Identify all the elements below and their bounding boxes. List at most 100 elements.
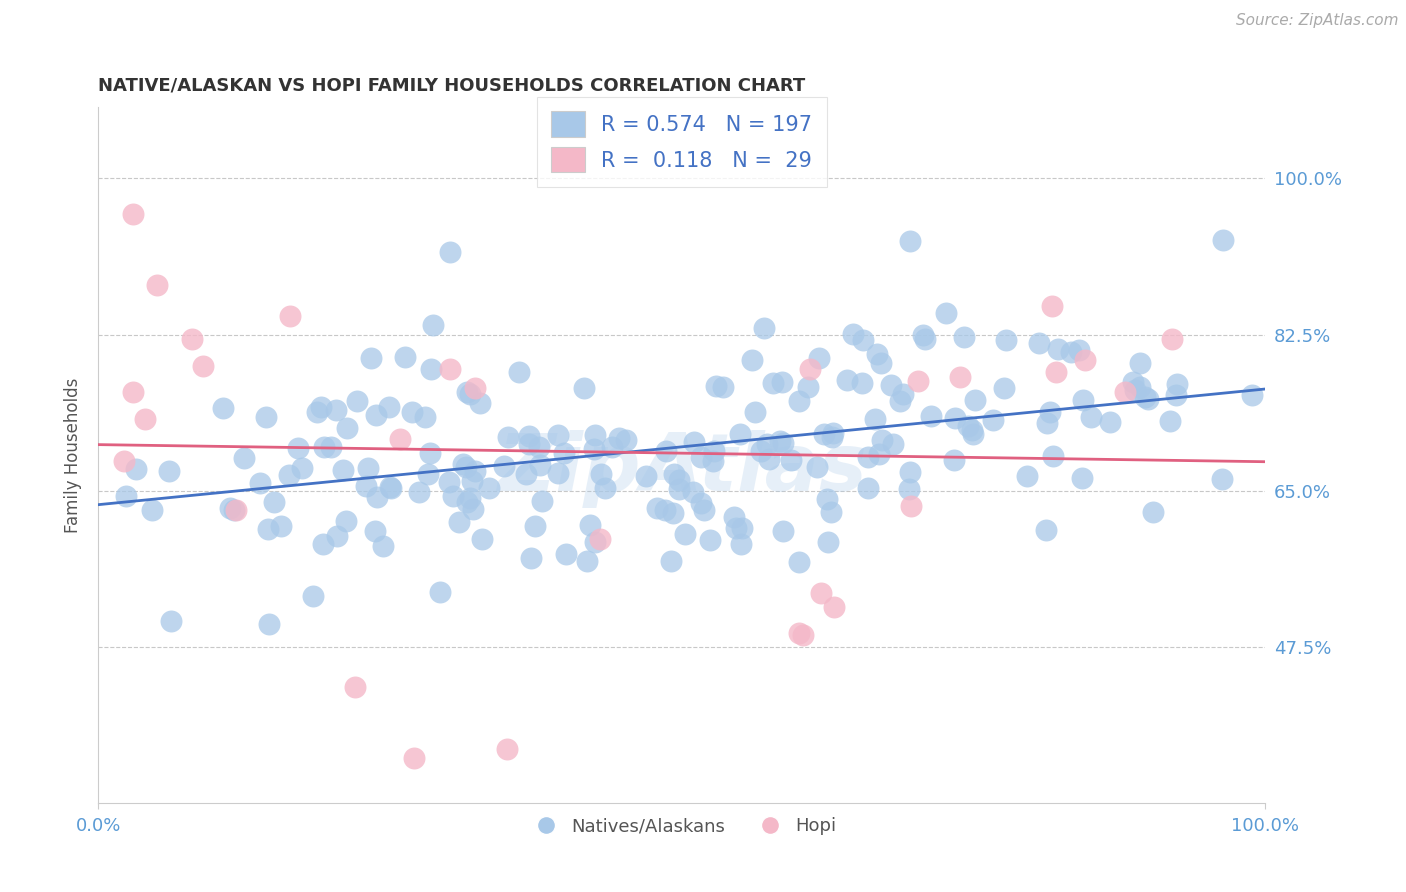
Point <box>995 333 1018 347</box>
Point <box>799 362 821 376</box>
Point <box>1122 376 1144 390</box>
Point <box>772 436 794 450</box>
Point <box>1074 353 1097 368</box>
Point <box>222 503 245 517</box>
Point <box>1098 415 1121 429</box>
Point <box>711 380 734 394</box>
Point <box>456 494 478 508</box>
Point <box>458 386 481 401</box>
Point <box>357 461 380 475</box>
Point <box>683 434 706 449</box>
Point <box>401 404 423 418</box>
Point <box>1071 471 1094 485</box>
Point <box>1211 472 1233 486</box>
Point <box>530 494 553 508</box>
Point <box>900 500 922 514</box>
Point <box>755 437 778 451</box>
Point <box>547 428 569 442</box>
Point <box>1129 380 1152 394</box>
Point <box>1142 505 1164 519</box>
Point <box>305 404 328 418</box>
Point <box>249 475 271 490</box>
Point <box>344 680 367 694</box>
Point <box>1039 405 1062 419</box>
Point <box>607 431 630 445</box>
Point <box>943 410 966 425</box>
Point <box>823 599 845 614</box>
Point <box>336 420 359 434</box>
Point <box>907 374 929 388</box>
Point <box>730 427 752 442</box>
Point <box>360 351 382 365</box>
Point <box>762 376 785 390</box>
Point <box>1028 335 1050 350</box>
Point <box>553 446 575 460</box>
Point <box>193 359 215 373</box>
Point <box>335 514 357 528</box>
Point <box>254 409 277 424</box>
Point <box>419 446 441 460</box>
Point <box>962 426 984 441</box>
Point <box>1047 342 1070 356</box>
Point <box>1161 332 1184 346</box>
Point <box>578 518 600 533</box>
Point <box>583 427 606 442</box>
Point <box>225 503 247 517</box>
Point <box>673 527 696 541</box>
Point <box>1136 392 1159 406</box>
Point <box>302 589 325 603</box>
Point <box>821 430 844 444</box>
Text: ZipAtlas: ZipAtlas <box>496 430 868 508</box>
Point <box>749 443 772 458</box>
Point <box>496 430 519 444</box>
Point <box>496 742 519 756</box>
Point <box>866 347 889 361</box>
Point <box>309 400 332 414</box>
Point <box>492 458 515 473</box>
Point <box>508 365 530 379</box>
Point <box>813 427 835 442</box>
Point <box>591 467 613 481</box>
Point <box>741 353 763 368</box>
Point <box>914 332 936 346</box>
Point <box>115 489 138 503</box>
Point <box>408 485 430 500</box>
Point <box>868 447 890 461</box>
Point <box>797 380 820 394</box>
Point <box>682 485 704 500</box>
Point <box>212 401 235 415</box>
Point <box>965 392 987 407</box>
Point <box>515 467 537 481</box>
Point <box>278 467 301 482</box>
Point <box>1035 523 1057 537</box>
Point <box>1071 392 1094 407</box>
Point <box>897 482 920 496</box>
Point <box>662 506 685 520</box>
Point <box>699 533 721 547</box>
Point <box>524 519 547 533</box>
Point <box>912 327 935 342</box>
Point <box>837 373 859 387</box>
Point <box>664 467 686 482</box>
Point <box>582 442 605 456</box>
Point <box>880 377 903 392</box>
Point <box>478 481 501 495</box>
Point <box>572 381 595 395</box>
Point <box>704 379 727 393</box>
Point <box>780 453 803 467</box>
Point <box>723 510 745 524</box>
Point <box>589 532 612 546</box>
Point <box>312 440 335 454</box>
Point <box>981 413 1004 427</box>
Point <box>815 491 838 506</box>
Point <box>463 501 485 516</box>
Point <box>122 385 145 400</box>
Point <box>219 500 242 515</box>
Point <box>841 326 863 341</box>
Point <box>471 532 494 546</box>
Point <box>920 409 942 423</box>
Point <box>1042 449 1064 463</box>
Point <box>146 278 169 293</box>
Point <box>600 440 623 454</box>
Point <box>439 475 461 489</box>
